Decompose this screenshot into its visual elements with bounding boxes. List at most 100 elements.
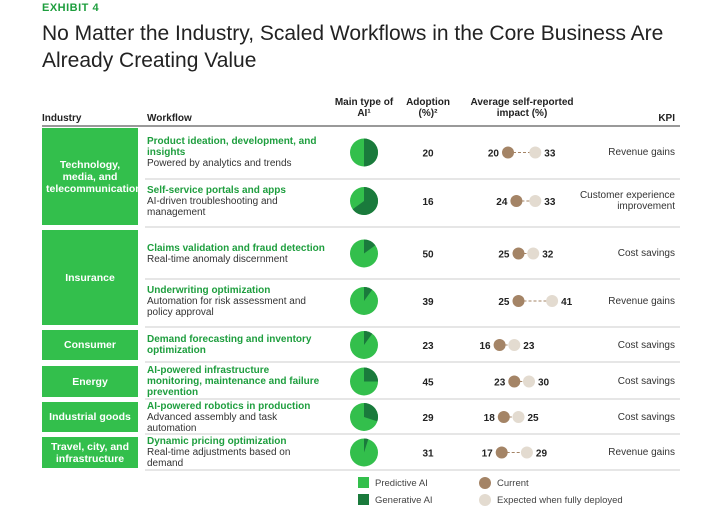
expected-label: 41 bbox=[561, 297, 573, 308]
title: No Matter the Industry, Scaled Workflows… bbox=[42, 22, 664, 72]
current-dot bbox=[502, 146, 514, 159]
expected-dot bbox=[527, 247, 540, 260]
legend-label: Predictive AI bbox=[375, 478, 428, 489]
workflow-cell: Dynamic pricing optimization Real-time ad… bbox=[147, 436, 325, 469]
workflow-cell: Self-service portals and apps AI-driven t… bbox=[147, 185, 325, 218]
col-header: Adoption (%)² bbox=[406, 97, 450, 119]
industry-box bbox=[42, 230, 138, 325]
expected-label: 29 bbox=[536, 449, 548, 460]
pie-generative bbox=[364, 367, 378, 382]
expected-label: 23 bbox=[523, 341, 535, 352]
workflow-title: Product ideation, development, and insig… bbox=[147, 136, 317, 158]
pie-generative bbox=[352, 187, 378, 215]
industry-label: Insurance bbox=[65, 271, 115, 284]
legend-label: Generative AI bbox=[375, 495, 433, 506]
adoption: 20 bbox=[422, 149, 434, 160]
current-dot bbox=[510, 195, 523, 207]
expected-label: 32 bbox=[542, 250, 554, 261]
legend-generative-swatch bbox=[358, 494, 369, 505]
current-dot bbox=[493, 339, 506, 351]
col-header: Average self-reported impact (%) bbox=[470, 97, 574, 119]
current-label: 18 bbox=[484, 413, 496, 424]
industry-label: Energy bbox=[72, 375, 108, 388]
adoption: 31 bbox=[422, 449, 434, 460]
workflow-title: Underwriting optimization bbox=[147, 284, 271, 296]
workflow-description: Powered by analytics and trends bbox=[147, 158, 292, 169]
expected-dot bbox=[512, 411, 525, 423]
current-label: 25 bbox=[498, 250, 510, 261]
workflow-title: Demand forecasting and inventory optimiz… bbox=[147, 334, 312, 356]
kpi: Cost savings bbox=[617, 339, 675, 351]
industry-box bbox=[42, 437, 138, 468]
workflow-cell: Underwriting optimization Automation for … bbox=[147, 285, 325, 318]
pie-generative bbox=[364, 331, 373, 345]
exhibit-label: EXHIBIT 4 bbox=[42, 2, 100, 14]
expected-dot bbox=[523, 375, 535, 388]
expected-label: 25 bbox=[528, 413, 540, 424]
expected-dot bbox=[529, 146, 542, 159]
workflow-title: AI-powered infrastructure monitoring, ma… bbox=[147, 365, 320, 398]
workflow-cell: Product ideation, development, and insig… bbox=[147, 136, 325, 169]
adoption: 50 bbox=[422, 250, 434, 261]
expected-dot bbox=[520, 446, 533, 459]
pie-generative bbox=[364, 138, 379, 167]
adoption: 23 bbox=[422, 341, 434, 352]
kpi: Cost savings bbox=[617, 248, 675, 259]
workflow-title: Self-service portals and apps bbox=[147, 184, 286, 196]
current-label: 25 bbox=[498, 297, 510, 308]
kpi: Revenue gains bbox=[608, 447, 675, 458]
legend-predictive-swatch bbox=[358, 477, 369, 488]
industry-label: Industrial goods bbox=[49, 411, 131, 423]
col-header: KPI bbox=[658, 113, 675, 124]
adoption: 29 bbox=[422, 413, 434, 424]
current-dot bbox=[512, 295, 525, 307]
expected-label: 33 bbox=[544, 149, 556, 160]
workflow-cell: AI-powered infrastructure monitoring, ma… bbox=[147, 365, 325, 398]
adoption: 16 bbox=[422, 197, 434, 208]
kpi: Revenue gains bbox=[608, 147, 675, 158]
workflow-description: Real-time anomaly discernment bbox=[147, 253, 288, 265]
workflow-cell: Claims validation and fraud detection Rea… bbox=[147, 243, 325, 265]
current-dot bbox=[497, 411, 510, 423]
pie-generative bbox=[364, 239, 376, 254]
legend-label: Current bbox=[497, 478, 529, 489]
workflow-description: AI-driven troubleshooting and management bbox=[147, 195, 278, 218]
industry-label: Consumer bbox=[64, 339, 116, 351]
workflow-title: AI-powered robotics in production bbox=[147, 400, 311, 412]
col-header: Industry bbox=[42, 113, 82, 124]
expected-label: 33 bbox=[544, 197, 556, 208]
workflow-title: Dynamic pricing optimization bbox=[147, 436, 287, 447]
industry-box bbox=[42, 366, 138, 397]
pie-generative bbox=[364, 403, 378, 422]
kpi: Cost savings bbox=[617, 411, 675, 423]
kpi: Revenue gains bbox=[608, 295, 675, 307]
kpi: Cost savings bbox=[617, 376, 675, 387]
adoption: 39 bbox=[422, 297, 434, 308]
kpi: Customer experience improvement bbox=[579, 190, 675, 212]
workflow-description: Real-time adjustments based on demand bbox=[147, 447, 291, 469]
current-label: 23 bbox=[494, 378, 506, 389]
expected-label: 30 bbox=[538, 378, 550, 389]
industry-label: Technology, media, and telecommunication… bbox=[46, 158, 148, 195]
legend-current-dot bbox=[479, 477, 491, 489]
industry-box bbox=[42, 330, 138, 360]
workflow-description: Automation for risk assessment and polic… bbox=[147, 295, 306, 318]
current-dot bbox=[512, 247, 525, 260]
col-header: Workflow bbox=[147, 113, 192, 124]
expected-dot bbox=[529, 195, 542, 207]
workflow-cell: AI-powered robotics in production Advance… bbox=[147, 401, 325, 434]
current-dot bbox=[508, 375, 521, 388]
current-label: 17 bbox=[482, 449, 494, 460]
current-label: 16 bbox=[479, 341, 491, 352]
workflow-cell: Demand forecasting and inventory optimiz… bbox=[147, 334, 325, 356]
industry-label: Travel, city, and infrastructure bbox=[50, 440, 129, 465]
current-label: 24 bbox=[496, 197, 508, 208]
pie-generative bbox=[364, 287, 373, 301]
pie-generative bbox=[364, 438, 369, 453]
current-label: 20 bbox=[488, 149, 500, 160]
expected-dot bbox=[508, 339, 521, 351]
workflow-description: Advanced assembly and task automation bbox=[147, 411, 278, 434]
legend-expected-dot bbox=[479, 494, 491, 506]
